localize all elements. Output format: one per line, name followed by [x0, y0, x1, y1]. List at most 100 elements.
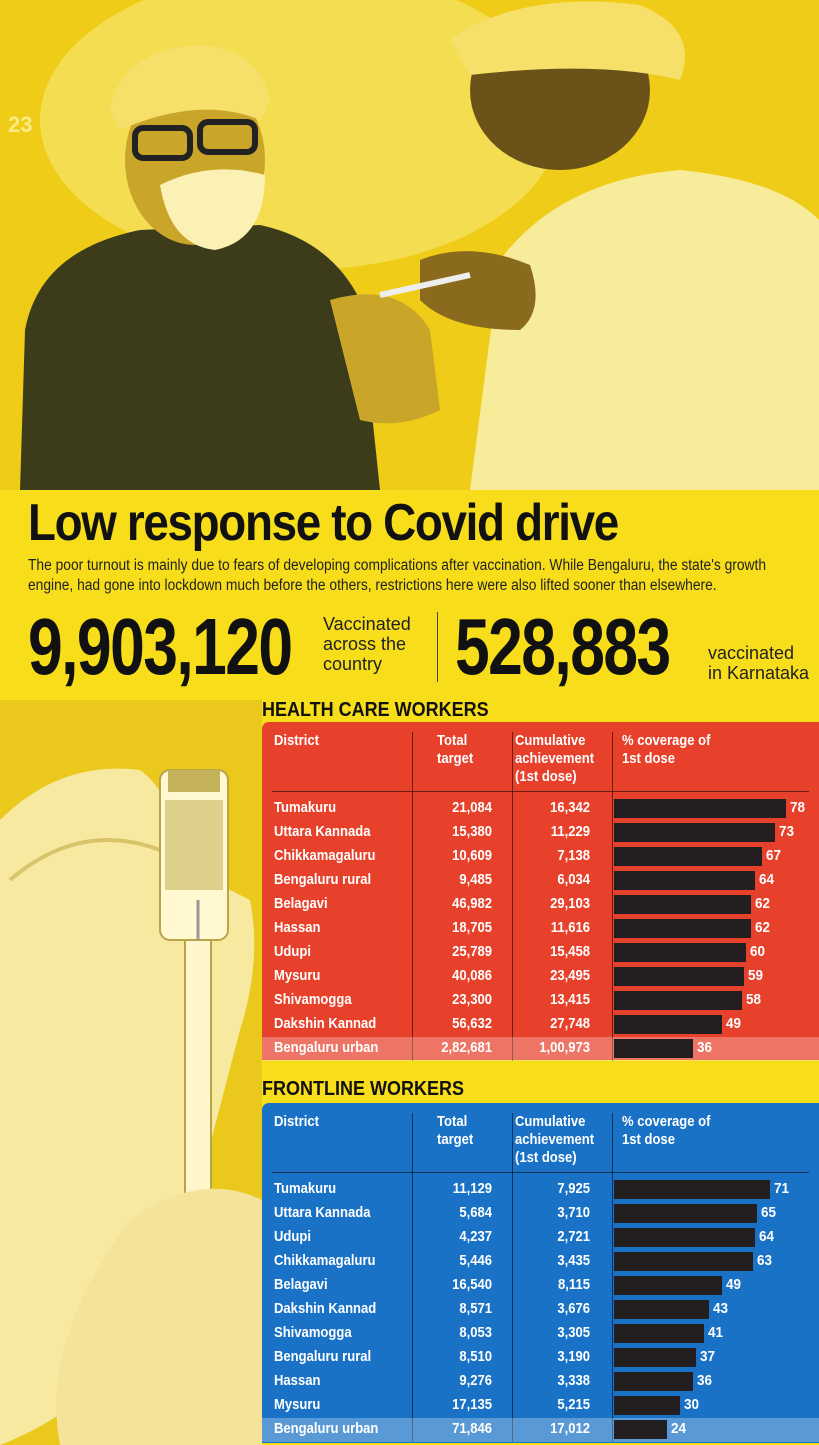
cumulative-cell: 3,435 [557, 1253, 590, 1269]
coverage-bar [614, 1039, 693, 1058]
cumulative-cell: 13,415 [550, 992, 590, 1008]
column-header-line: % coverage of [622, 1114, 711, 1130]
stat-country-caption: Vaccinated across the country [323, 614, 411, 674]
stat-state-caption-line: in Karnataka [708, 663, 810, 683]
district-cell: Belagavi [274, 1277, 328, 1293]
cumulative-cell: 11,229 [550, 824, 590, 840]
total-target-cell: 17,135 [452, 1397, 492, 1413]
header-divider [272, 791, 809, 792]
page-number: 23 [8, 112, 33, 137]
cumulative-cell: 3,676 [557, 1301, 590, 1317]
cumulative-cell: 1,00,973 [539, 1040, 590, 1056]
coverage-label: 63 [757, 1252, 773, 1269]
column-header-line: Total [437, 733, 468, 749]
vial-photo [0, 700, 262, 1445]
district-cell: Chikkamagaluru [274, 1253, 376, 1269]
total-target-cell: 15,380 [452, 824, 492, 840]
district-cell: Udupi [274, 944, 311, 960]
health-workers-table: District Total target Cumulative achievement… [262, 722, 819, 1061]
vaccination-illustration [0, 0, 819, 490]
table-row: Mysuru 17,135 5,215 30 [262, 1394, 819, 1418]
table-row: Belagavi 16,540 8,115 49 [262, 1274, 819, 1298]
stat-country-caption-line: country [323, 654, 383, 674]
total-target-cell: 8,571 [459, 1301, 492, 1317]
table-row: Bengaluru urban 2,82,681 1,00,973 36 [262, 1037, 819, 1061]
coverage-label: 24 [671, 1420, 687, 1437]
coverage-label: 62 [755, 919, 771, 936]
coverage-label: 64 [759, 871, 775, 888]
total-target-cell: 25,789 [452, 944, 492, 960]
district-cell: Bengaluru rural [274, 1349, 372, 1365]
vial-syringe-illustration [0, 700, 262, 1445]
cumulative-cell: 11,616 [550, 920, 590, 936]
total-target-cell: 10,609 [452, 848, 492, 864]
table-row: Uttara Kannada 5,684 3,710 65 [262, 1202, 819, 1226]
district-cell: Dakshin Kannad [274, 1016, 377, 1032]
coverage-label: 30 [684, 1396, 700, 1413]
stat-country-value: 9,903,120 [28, 602, 293, 691]
coverage-label: 36 [697, 1372, 713, 1389]
district-cell: Udupi [274, 1229, 311, 1245]
coverage-bar [614, 919, 751, 938]
total-target-cell: 11,129 [452, 1181, 492, 1197]
coverage-bar [614, 799, 786, 818]
district-cell: Uttara Kannada [274, 824, 371, 840]
table-row: Tumakuru 21,084 16,342 78 [262, 797, 819, 821]
column-header-line: achievement [515, 751, 595, 767]
column-header: % coverage of 1st dose [622, 732, 710, 768]
stat-state-caption: vaccinated in Karnataka [708, 643, 809, 683]
coverage-bar [614, 1420, 667, 1439]
coverage-label: 71 [774, 1180, 790, 1197]
cumulative-cell: 17,012 [550, 1421, 590, 1437]
column-header: Total target [437, 732, 473, 768]
coverage-bar [614, 1252, 753, 1271]
column-header: Cumulative achievement (1st dose) [515, 1113, 594, 1167]
column-divider [612, 1113, 613, 1442]
coverage-label: 78 [790, 799, 806, 816]
column-divider [612, 732, 613, 1061]
coverage-label: 73 [779, 823, 795, 840]
cumulative-cell: 7,138 [557, 848, 590, 864]
total-target-cell: 9,485 [459, 872, 492, 888]
total-target-cell: 16,540 [452, 1277, 492, 1293]
table-row: Udupi 4,237 2,721 64 [262, 1226, 819, 1250]
district-cell: Uttara Kannada [274, 1205, 371, 1221]
table-row: Bengaluru rural 9,485 6,034 64 [262, 869, 819, 893]
column-header: % coverage of 1st dose [622, 1113, 710, 1149]
district-cell: Mysuru [274, 968, 321, 984]
cumulative-cell: 29,103 [550, 896, 590, 912]
coverage-bar [614, 1276, 722, 1295]
cumulative-cell: 8,115 [558, 1277, 590, 1293]
total-target-cell: 21,084 [452, 800, 492, 816]
table-row: Tumakuru 11,129 7,925 71 [262, 1178, 819, 1202]
frontline-table-title: FRONTLINE WORKERS [262, 1078, 464, 1100]
table-row: Udupi 25,789 15,458 60 [262, 941, 819, 965]
district-cell: Dakshin Kannad [274, 1301, 377, 1317]
stat-divider [437, 612, 438, 682]
column-header-line: target [437, 751, 474, 767]
cumulative-cell: 16,342 [550, 800, 590, 816]
column-header-line: (1st dose) [515, 1150, 577, 1166]
total-target-cell: 71,846 [452, 1421, 492, 1437]
table-row: Hassan 18,705 11,616 62 [262, 917, 819, 941]
column-header-line: (1st dose) [515, 769, 577, 785]
coverage-bar [614, 991, 742, 1010]
district-cell: Hassan [274, 1373, 321, 1389]
table-row: Dakshin Kannad 8,571 3,676 43 [262, 1298, 819, 1322]
cumulative-cell: 15,458 [550, 944, 590, 960]
coverage-label: 59 [748, 967, 764, 984]
stat-state-value: 528,883 [455, 602, 671, 691]
table-row: Dakshin Kannad 56,632 27,748 49 [262, 1013, 819, 1037]
coverage-bar [614, 871, 755, 890]
stat-country-caption-line: across the [323, 634, 407, 654]
coverage-bar [614, 823, 775, 842]
column-header: District [274, 732, 319, 750]
district-cell: Shivamogga [274, 992, 352, 1008]
coverage-label: 49 [726, 1015, 742, 1032]
table-row: Shivamogga 8,053 3,305 41 [262, 1322, 819, 1346]
column-header-line: District [274, 733, 319, 749]
district-cell: Belagavi [274, 896, 328, 912]
frontline-workers-table: District Total target Cumulative achievement… [262, 1103, 819, 1443]
cumulative-cell: 27,748 [550, 1016, 590, 1032]
coverage-bar [614, 1204, 757, 1223]
